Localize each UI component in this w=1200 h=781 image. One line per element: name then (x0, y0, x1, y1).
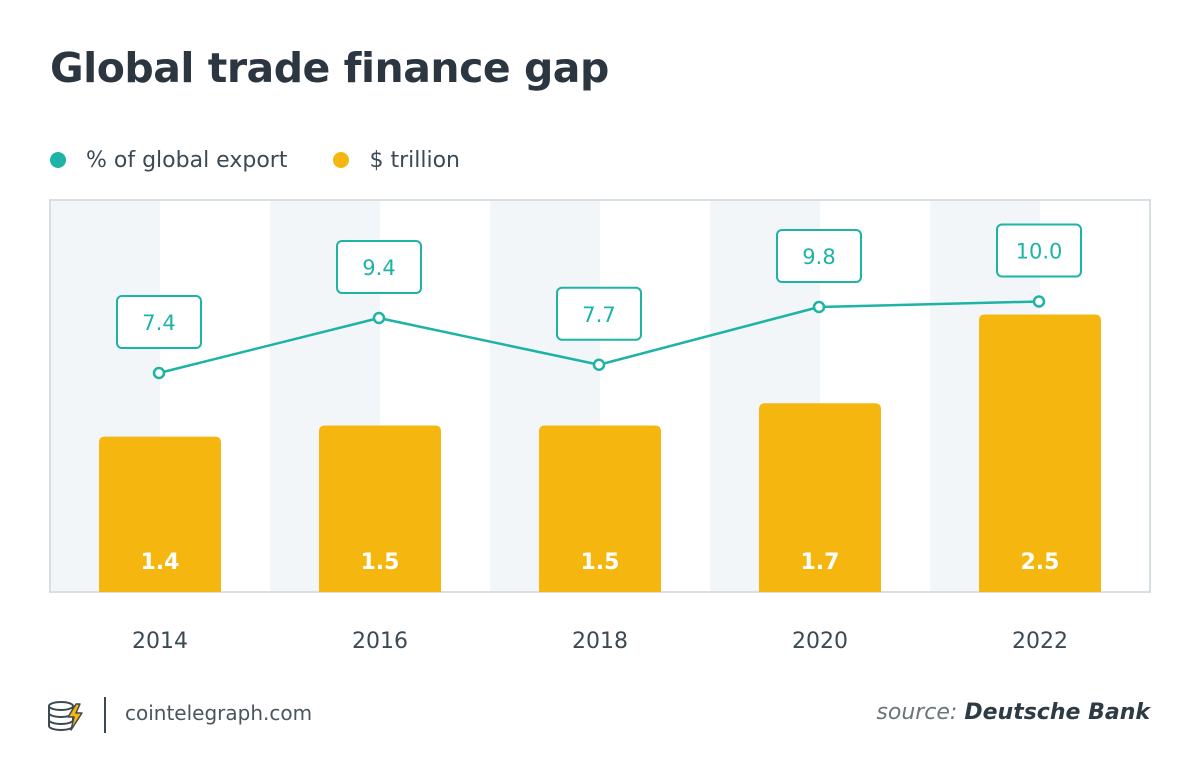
footer-source: source: Deutsche Bank (876, 700, 1150, 725)
footer-site: cointelegraph.com (125, 701, 313, 725)
legend-dot-bar (333, 152, 350, 168)
bar-label-2022: 2.5 (1021, 550, 1060, 575)
line-label-2022: 10.0 (1016, 240, 1063, 264)
legend-label-line: % of global export (86, 147, 288, 173)
line-point-2018 (592, 358, 606, 371)
line-callout-2016 (336, 240, 422, 294)
legend-label-bar: $ trillion (369, 147, 460, 173)
line-label-2014: 7.4 (142, 311, 175, 335)
line-label-2020: 9.8 (802, 245, 835, 269)
legend-item-bar: $ trillion (333, 148, 460, 173)
legend-item-line: % of global export (50, 148, 287, 173)
source-name: Deutsche Bank (964, 700, 1150, 725)
line-point-2022 (1032, 295, 1046, 308)
legend: % of global export $ trillion (50, 144, 506, 176)
bar-label-2018: 1.5 (581, 550, 620, 575)
x-tick-label-2014: 2014 (132, 629, 188, 654)
line-label-2016: 9.4 (362, 256, 395, 280)
bar-label-2016: 1.5 (361, 550, 400, 575)
bar-2016 (319, 425, 441, 592)
bar-2020 (759, 403, 881, 592)
line-callout-2014 (116, 295, 202, 349)
line-point-2014 (152, 366, 166, 380)
x-tick-label-2020: 2020 (792, 629, 848, 654)
x-tick-label-2022: 2022 (1012, 629, 1068, 654)
legend-dot-line (50, 152, 66, 168)
x-tick-label-2018: 2018 (572, 629, 628, 654)
cointelegraph-logo-icon (48, 701, 83, 732)
line-callout-2022 (996, 223, 1082, 278)
line-point-2016 (372, 311, 386, 325)
bar-label-2014: 1.4 (141, 550, 180, 575)
line-callout-2020 (776, 229, 862, 283)
footer-divider (104, 697, 106, 733)
line-point-2020 (812, 300, 826, 314)
line-label-2018: 7.7 (582, 303, 615, 327)
line-callout-2018 (556, 286, 642, 341)
source-prefix: source: (876, 700, 958, 725)
bar-2022 (979, 314, 1101, 592)
bar-2014 (99, 436, 221, 592)
x-tick-label-2016: 2016 (352, 629, 408, 654)
bar-2018 (539, 425, 661, 592)
chart-title: Global trade finance gap (50, 44, 609, 92)
bar-label-2020: 1.7 (801, 550, 840, 575)
